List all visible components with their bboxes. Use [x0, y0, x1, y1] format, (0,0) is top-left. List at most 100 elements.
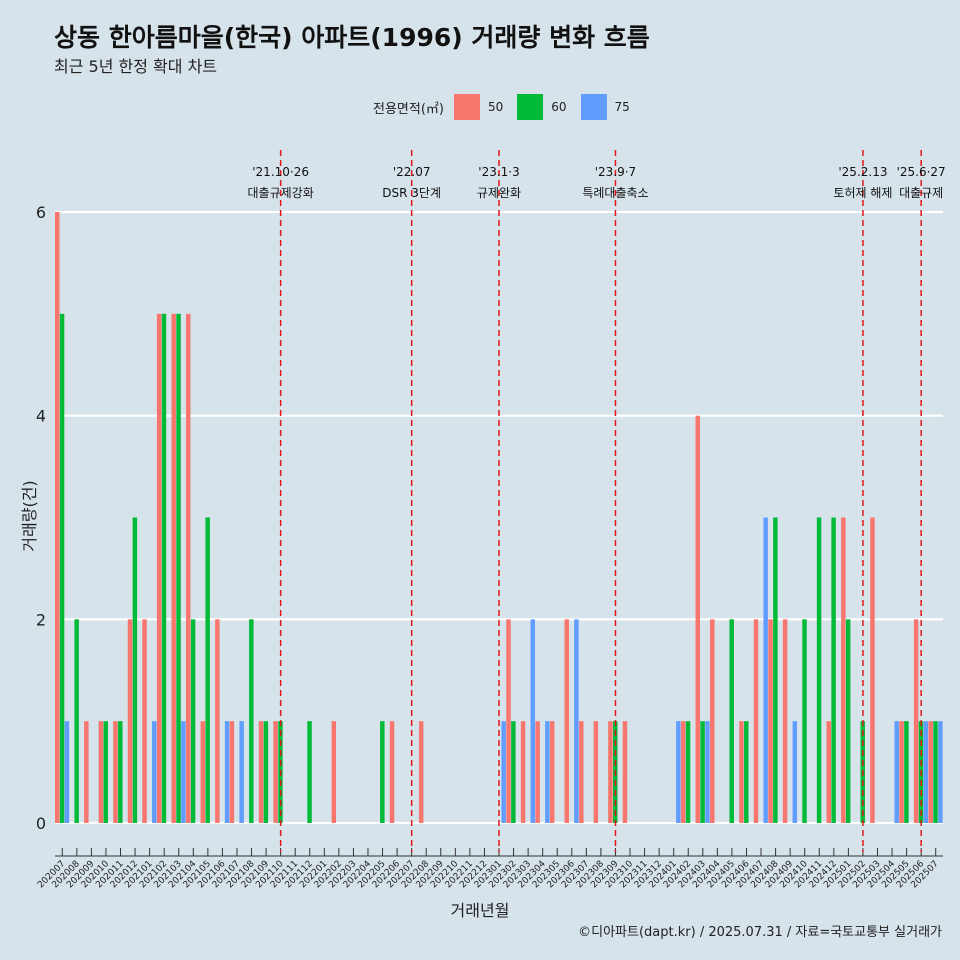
event-label: 규제완화 [477, 186, 521, 200]
event-date-label: '25.6·27 [897, 165, 946, 179]
event-label: DSR 3단계 [382, 186, 441, 200]
bar-50-202010 [98, 721, 104, 823]
event-label: 토허제 해제 [833, 186, 892, 200]
legend-title: 전용면적(㎡) [373, 101, 444, 117]
bar-75-202301 [501, 721, 506, 823]
legend-swatch-60 [517, 94, 544, 120]
bar-60-202103 [176, 313, 181, 823]
bar-75-202103 [181, 721, 186, 823]
bar-60-202405 [729, 619, 734, 823]
x-axis-title: 거래년월 [450, 901, 510, 920]
bar-60-202410 [802, 619, 807, 823]
bar-50-202506 [913, 619, 919, 823]
bar-50-202302 [506, 619, 511, 823]
bar-50-202404 [710, 619, 715, 823]
bar-50-202206 [389, 721, 395, 823]
bar-50-202507 [928, 721, 933, 823]
bar-75-202303 [530, 619, 535, 823]
bar-50-202505 [899, 721, 904, 823]
legend-label-50: 50 [487, 100, 504, 114]
bar-75-202306 [574, 619, 579, 823]
y-tick-label: 2 [36, 610, 46, 629]
bar-75-202101 [152, 721, 157, 823]
bar-75-202401 [676, 721, 681, 823]
bar-50-202503 [870, 517, 875, 823]
bar-50-202408 [768, 619, 773, 823]
bar-50-202406 [739, 721, 744, 823]
bar-60-202108 [249, 619, 254, 823]
chart-subtitle: 최근 5년 한정 확대 차트 [54, 57, 218, 76]
event-date-label: '25.2.13 [838, 165, 887, 179]
bar-60-202012 [132, 517, 138, 823]
event-date-label: '23.1·3 [478, 165, 519, 179]
bar-75-202409 [792, 721, 798, 823]
bar-60-202102 [161, 313, 167, 823]
bar-50-202412 [826, 721, 831, 823]
bar-75-202506 [923, 721, 929, 823]
bar-60-202411 [816, 517, 822, 823]
bar-50-202101 [142, 619, 147, 823]
bar-50-202304 [535, 721, 540, 823]
bar-60-202412 [831, 517, 836, 823]
legend-label-75: 75 [614, 100, 630, 114]
bar-60-202109 [263, 721, 269, 823]
bar-60-202408 [773, 517, 778, 823]
bar-50-202308 [593, 721, 599, 823]
bar-75-202106 [224, 721, 230, 823]
event-date-label: '21.10·26 [252, 165, 309, 179]
bar-50-202303 [520, 721, 526, 823]
bar-75-202304 [545, 721, 550, 823]
legend-label-60: 60 [551, 100, 567, 114]
bar-50-202306 [564, 619, 569, 823]
bar-50-202102 [156, 313, 162, 823]
bar-60-202112 [307, 721, 312, 823]
bar-60-202403 [700, 721, 705, 823]
bar-50-202305 [549, 721, 555, 823]
bar-50-202009 [84, 721, 89, 823]
event-label: 특례대출축소 [582, 186, 648, 200]
y-axis-title: 거래량(건) [20, 480, 39, 552]
bar-50-202407 [753, 619, 759, 823]
bar-60-202406 [744, 721, 749, 823]
legend: 전용면적(㎡) 50 60 75 [373, 94, 644, 120]
bar-60-202505 [904, 721, 909, 823]
y-tick-label: 4 [36, 407, 46, 426]
bar-75-202403 [705, 721, 710, 823]
bar-50-202202 [331, 721, 337, 823]
bar-50-202307 [579, 721, 584, 823]
bar-75-202504 [894, 721, 899, 823]
event-label: 대출규제 [899, 186, 943, 200]
bar-60-202104 [190, 619, 196, 823]
bar-60-202507 [933, 721, 938, 823]
bar-50-202409 [782, 619, 788, 823]
bar-50-202103 [171, 313, 176, 823]
bar-50-202104 [186, 313, 191, 823]
bar-60-202011 [118, 721, 123, 823]
bar-60-202302 [511, 721, 516, 823]
bar-50-202109 [258, 721, 264, 823]
bar-50-202110 [273, 721, 278, 823]
bar-60-202501 [845, 619, 851, 823]
bar-50-202208 [418, 721, 424, 823]
bar-50-202310 [622, 721, 628, 823]
bar-50-202402 [680, 721, 686, 823]
legend-swatch-50 [453, 94, 480, 120]
bar-50-202012 [127, 619, 133, 823]
event-date-label: '22.07 [393, 165, 431, 179]
source-caption: ©디아파트(dapt.kr) / 2025.07.31 / 자료=국토교통부 실… [578, 925, 942, 940]
event-date-label: '23.9·7 [595, 165, 636, 179]
bar-50-202107 [229, 721, 235, 823]
bar-50-202309 [608, 721, 613, 823]
y-tick-label: 6 [36, 203, 46, 222]
y-tick-label: 0 [36, 814, 46, 833]
bar-50-202007 [55, 212, 60, 823]
bar-50-202106 [215, 619, 220, 823]
bar-50-202403 [695, 415, 700, 823]
bar-60-202205 [380, 721, 385, 823]
chart-title: 상동 한아름마을(한국) 아파트(1996) 거래량 변화 흐름 [54, 23, 650, 52]
bar-75-202007 [64, 721, 70, 823]
event-label: 대출규제강화 [248, 186, 314, 200]
bar-75-202407 [763, 517, 768, 823]
